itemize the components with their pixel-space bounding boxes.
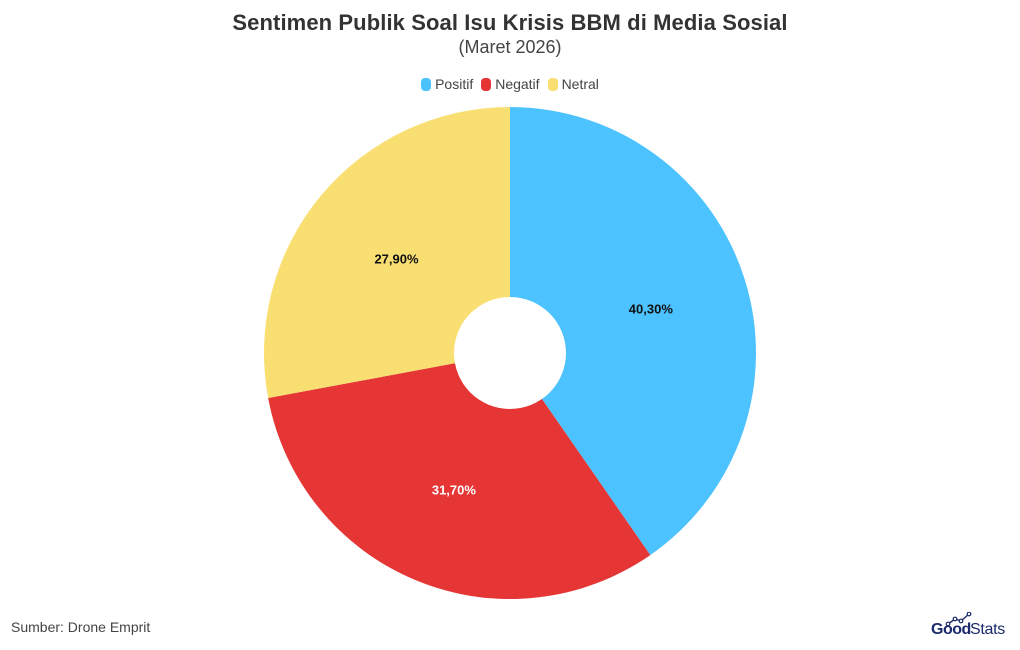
legend-label-negatif: Negatif bbox=[495, 76, 540, 92]
source-note: Sumber: Drone Emprit bbox=[11, 619, 151, 635]
slice-negatif[interactable] bbox=[268, 353, 651, 599]
goodstats-logo: Good Stats bbox=[930, 612, 1015, 642]
legend-item-positif[interactable]: Positif bbox=[421, 76, 473, 92]
donut-hole bbox=[454, 297, 566, 409]
chart-legend: Positif Negatif Netral bbox=[0, 76, 1020, 92]
legend-item-negatif[interactable]: Negatif bbox=[481, 76, 540, 92]
slice-label-netral: 27,90% bbox=[374, 251, 419, 267]
legend-swatch-negatif bbox=[481, 77, 492, 91]
slice-netral[interactable] bbox=[263, 106, 510, 399]
page-subtitle: (Maret 2026) bbox=[458, 37, 562, 57]
legend-label-positif: Positif bbox=[435, 76, 474, 92]
slice-positif[interactable] bbox=[510, 107, 756, 556]
logo-text-good: Good bbox=[931, 621, 971, 638]
legend-swatch-positif bbox=[421, 77, 432, 91]
legend-item-netral[interactable]: Netral bbox=[547, 76, 599, 92]
logo-text-stats: Stats bbox=[970, 621, 1005, 638]
legend-swatch-netral bbox=[547, 77, 558, 91]
slice-label-negatif: 31,70% bbox=[431, 482, 476, 498]
line-chart-icon bbox=[945, 612, 972, 626]
slice-label-positif: 40,30% bbox=[628, 301, 673, 317]
legend-label-netral: Netral bbox=[561, 76, 599, 92]
page-title: Sentimen Publik Soal Isu Krisis BBM di M… bbox=[232, 10, 788, 35]
